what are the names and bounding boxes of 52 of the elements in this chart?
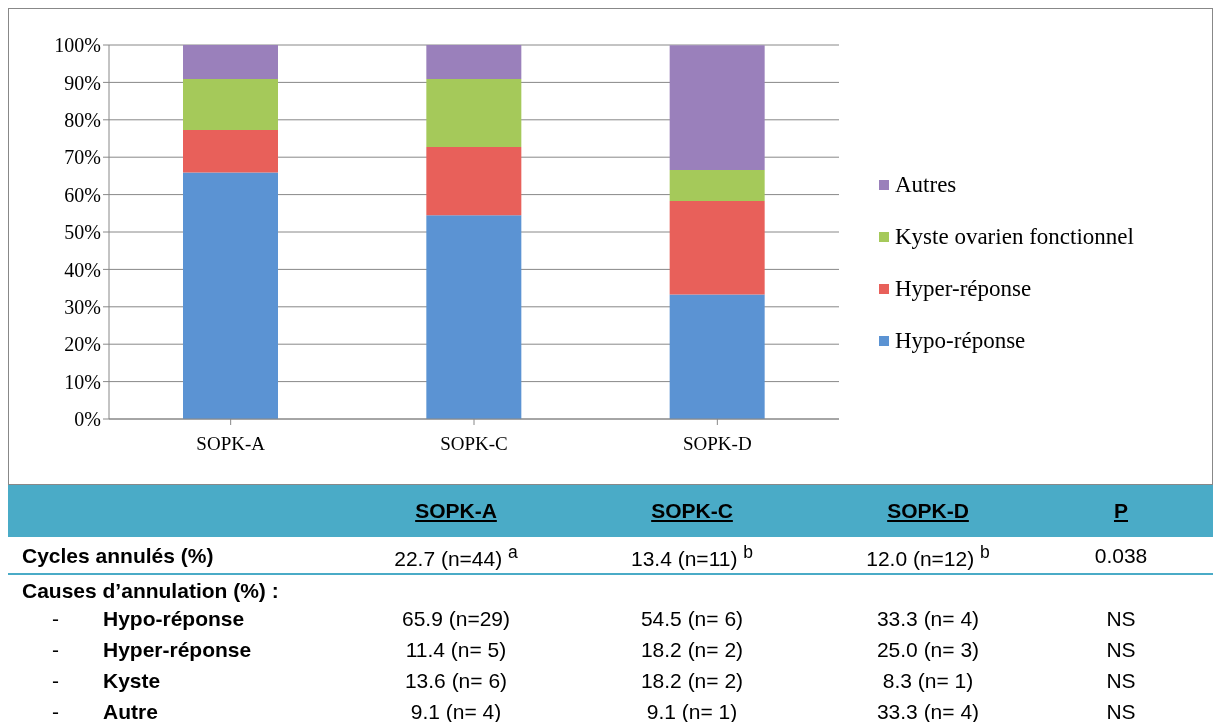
x-tick-label: SOPK-C [440, 433, 508, 455]
text: 8.3 (n= 1) [882, 668, 974, 692]
y-tick-label: 40% [64, 258, 101, 281]
y-tick-label: 50% [64, 221, 101, 244]
text: - [52, 699, 59, 722]
text: 33.3 (n= 4) [876, 699, 980, 722]
text: NS [1106, 699, 1136, 722]
y-tick-label: 0% [74, 408, 101, 431]
text: 22.7 (n=44) $^{a}$ [394, 541, 518, 570]
text: 25.0 (n= 3) [876, 637, 980, 661]
legend-label: Hyper-réponse [895, 276, 1032, 302]
x-tick-label: SOPK-A [196, 433, 266, 455]
text: - [52, 637, 59, 661]
text: 54.5 (n= 6) [640, 606, 744, 630]
category-label: SOPK-A [415, 499, 497, 522]
text: 33.3 (n= 4) [876, 606, 980, 630]
text: 18.2 (n= 2) [640, 637, 744, 661]
text: 13.4 (n=11) $^{b}$ [630, 541, 753, 570]
text: NS [1106, 668, 1136, 692]
y-tick-label: 60% [64, 183, 101, 206]
text: NS [1106, 606, 1136, 630]
text: 11.4 (n= 5) [405, 637, 507, 661]
text: - [52, 668, 59, 692]
legend-label: Hypo-réponse [895, 328, 1026, 354]
text: P [1113, 499, 1128, 522]
y-tick-label: 100% [54, 34, 101, 57]
y-tick-label: 10% [64, 370, 101, 393]
text: Hyper-réponse [103, 637, 252, 661]
y-tick-label: 90% [64, 71, 101, 94]
y-tick-label: 20% [64, 333, 101, 356]
x-tick-label: SOPK-D [683, 433, 752, 455]
text: Cycles annulés (%) [22, 544, 214, 567]
text: 18.2 (n= 2) [640, 668, 744, 692]
y-tick-label: 80% [64, 108, 101, 131]
text: 12.0 (n=12) $^{b}$ [866, 541, 990, 570]
text: Causes d’annulation (%) : [22, 579, 279, 603]
text: 0.038 [1094, 544, 1148, 567]
text: 13.6 (n= 6) [404, 668, 508, 692]
category-label: SOPK-C [651, 499, 733, 522]
text: Autre [103, 699, 158, 722]
category-label: SOPK-D [887, 499, 969, 522]
legend-label: Autres [895, 172, 957, 198]
text: Kyste [103, 668, 161, 692]
legend-label: Kyste ovarien fonctionnel [895, 224, 1134, 250]
text: Hypo-réponse [103, 606, 245, 630]
text: 65.9 (n=29) [402, 606, 510, 630]
text: 9.1 (n= 4) [410, 699, 502, 722]
y-tick-label: 70% [64, 146, 101, 169]
y-tick-label: 30% [64, 295, 101, 318]
text: 9.1 (n= 1) [646, 699, 738, 722]
text: NS [1106, 637, 1136, 661]
text: - [52, 606, 59, 630]
